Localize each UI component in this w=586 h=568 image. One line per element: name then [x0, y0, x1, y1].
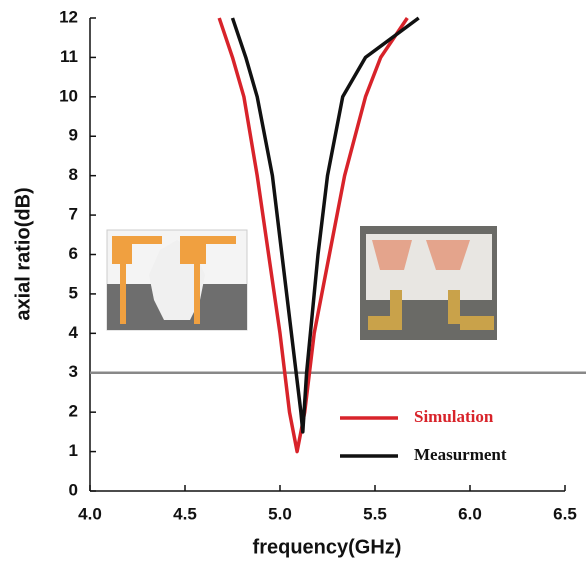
series-line: [233, 18, 419, 432]
x-tick-label: 4.5: [173, 504, 197, 523]
legend-label: Measurment: [414, 445, 507, 464]
x-axis-label: frequency(GHz): [253, 536, 402, 558]
y-tick-label: 5: [69, 283, 78, 302]
inset-layout: [107, 230, 247, 330]
page: frequency(GHz) axial ratio(dB) 012345678…: [0, 0, 586, 568]
x-tick-label: 6.5: [553, 504, 577, 523]
x-tick-label: 5.5: [363, 504, 387, 523]
y-tick-label: 8: [69, 165, 78, 184]
x-tick-label: 4.0: [78, 504, 102, 523]
inset-photo: [360, 226, 497, 340]
y-axis-label: axial ratio(dB): [12, 187, 34, 320]
chart: frequency(GHz) axial ratio(dB) 012345678…: [0, 0, 586, 568]
legend-label: Simulation: [414, 407, 494, 426]
x-tick-label: 6.0: [458, 504, 482, 523]
x-tick-label: 5.0: [268, 504, 292, 523]
y-tick-label: 1: [69, 441, 78, 460]
y-tick-label: 2: [69, 402, 78, 421]
y-tick-label: 12: [59, 7, 78, 26]
y-tick-label: 7: [69, 205, 78, 224]
y-tick-label: 6: [69, 244, 78, 263]
y-tick-label: 9: [69, 126, 78, 145]
y-tick-label: 0: [69, 480, 78, 499]
y-tick-label: 10: [59, 86, 78, 105]
y-tick-label: 4: [69, 323, 79, 342]
y-tick-label: 11: [60, 47, 78, 66]
y-tick-label: 3: [69, 362, 78, 381]
